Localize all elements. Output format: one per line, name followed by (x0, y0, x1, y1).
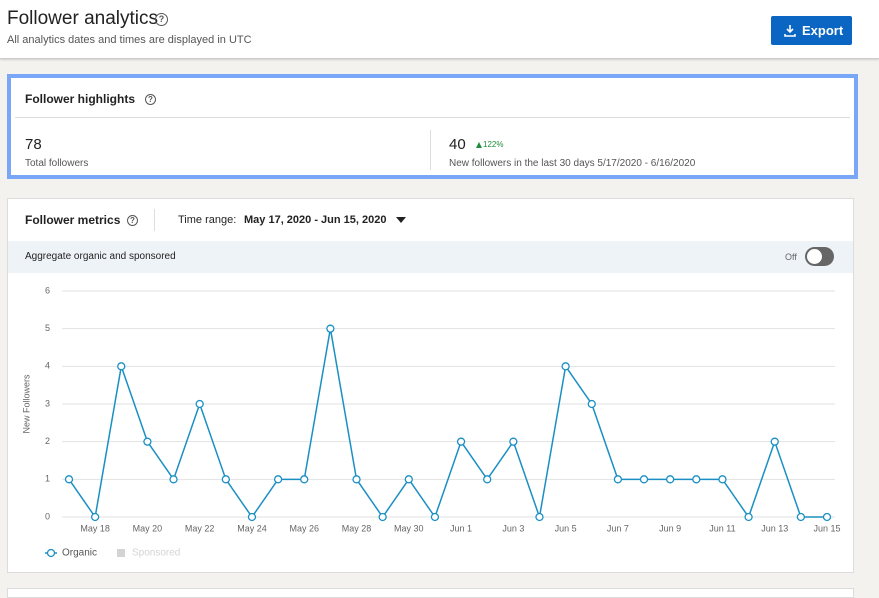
x-tick-label: May 20 (133, 523, 163, 533)
export-button[interactable]: Export (771, 16, 852, 45)
x-tick-label: Jun 5 (555, 523, 577, 533)
data-point (221, 475, 230, 484)
data-point (404, 475, 413, 484)
data-point (639, 475, 649, 484)
new-value: 40 (449, 136, 466, 153)
data-point (822, 512, 832, 522)
x-tick-label: May 22 (185, 523, 215, 533)
data-point (456, 437, 466, 446)
data-point (587, 399, 596, 409)
divider (15, 117, 850, 118)
data-point (666, 475, 675, 484)
y-tick-label: 4 (45, 361, 50, 371)
data-point (509, 437, 518, 446)
aggregate-band: Aggregate organic and sponsored Off (8, 241, 853, 273)
legend-marker (46, 548, 56, 558)
highlights-title: Follower highlights (25, 92, 135, 106)
y-axis-label: New Followers (21, 374, 31, 434)
new-change: 122% (483, 140, 504, 149)
total-value: 78 (25, 136, 42, 153)
y-tick-label: 3 (45, 398, 50, 408)
data-point (535, 512, 544, 522)
help-icon[interactable]: ? (145, 94, 156, 105)
data-point (483, 475, 492, 484)
time-range-label: Time range: (178, 214, 237, 226)
x-tick-label: May 26 (289, 523, 319, 533)
legend-marker-disabled (117, 549, 125, 557)
chart: 0 1 2 3 4 5 6 New Followers May 18 May 20 May 22 Ma… (21, 285, 840, 559)
dropdown-arrow[interactable] (396, 217, 406, 223)
data-point (169, 475, 178, 484)
x-tick-label: May 30 (394, 523, 424, 533)
data-point (247, 512, 257, 522)
data-point (352, 475, 361, 484)
highlight-frame: Follower highlights ? 78 Total followers… (7, 74, 858, 179)
x-tick-label: May 24 (237, 523, 267, 533)
data-point (770, 437, 779, 446)
page-title: Follower analytics (7, 8, 158, 29)
x-tick-label: Jun 1 (450, 523, 472, 533)
y-tick-label: 6 (45, 285, 50, 295)
aggregate-label: Aggregate organic and sponsored (25, 251, 176, 262)
x-tick-label: May 18 (80, 523, 110, 533)
data-point (90, 512, 100, 522)
y-tick-label: 5 (45, 323, 50, 333)
metrics-title: Follower metrics (25, 213, 121, 227)
data-point (378, 512, 387, 522)
x-tick-label: Jun 9 (659, 523, 681, 533)
data-point (326, 324, 335, 333)
next-card (7, 588, 854, 598)
time-range-value[interactable]: May 17, 2020 - Jun 15, 2020 (244, 214, 387, 226)
toggle-label: Off (785, 252, 797, 262)
data-point (64, 475, 74, 484)
legend-label: Organic (62, 548, 97, 559)
divider (154, 209, 155, 231)
y-tick-label: 1 (45, 474, 50, 484)
data-point (613, 475, 623, 484)
data-point (273, 475, 283, 484)
x-tick-label: Jun 13 (761, 523, 788, 533)
data-point (430, 512, 440, 522)
help-icon[interactable]: ? (155, 13, 168, 26)
toggle[interactable] (805, 247, 834, 266)
data-point (796, 512, 806, 522)
y-tick-label: 2 (45, 436, 50, 446)
page-subtitle: All analytics dates and times are displa… (7, 34, 252, 46)
header: Follower analytics ? All analytics dates… (0, 0, 879, 59)
x-tick-label: May 28 (342, 523, 372, 533)
export-icon (784, 25, 796, 37)
export-label: Export (802, 23, 844, 38)
x-tick-label: Jun 7 (607, 523, 629, 533)
help-icon[interactable]: ? (127, 215, 138, 226)
new-label: New followers in the last 30 days 5/17/2… (449, 158, 696, 169)
x-tick-label: Jun 15 (813, 523, 840, 533)
data-point (300, 475, 309, 484)
data-point (718, 475, 727, 484)
divider (430, 130, 431, 170)
y-tick-label: 0 (45, 511, 50, 521)
data-point (143, 437, 152, 446)
data-point (117, 362, 126, 371)
total-label: Total followers (25, 158, 89, 169)
up-arrow (476, 142, 482, 148)
data-point (561, 362, 570, 371)
legend-label-disabled: Sponsored (132, 548, 180, 559)
data-point (692, 475, 701, 484)
data-point (195, 399, 204, 409)
series-line (68, 328, 827, 520)
data-point (744, 512, 753, 522)
x-tick-label: Jun 3 (502, 523, 524, 533)
x-tick-label: Jun 11 (709, 523, 735, 533)
